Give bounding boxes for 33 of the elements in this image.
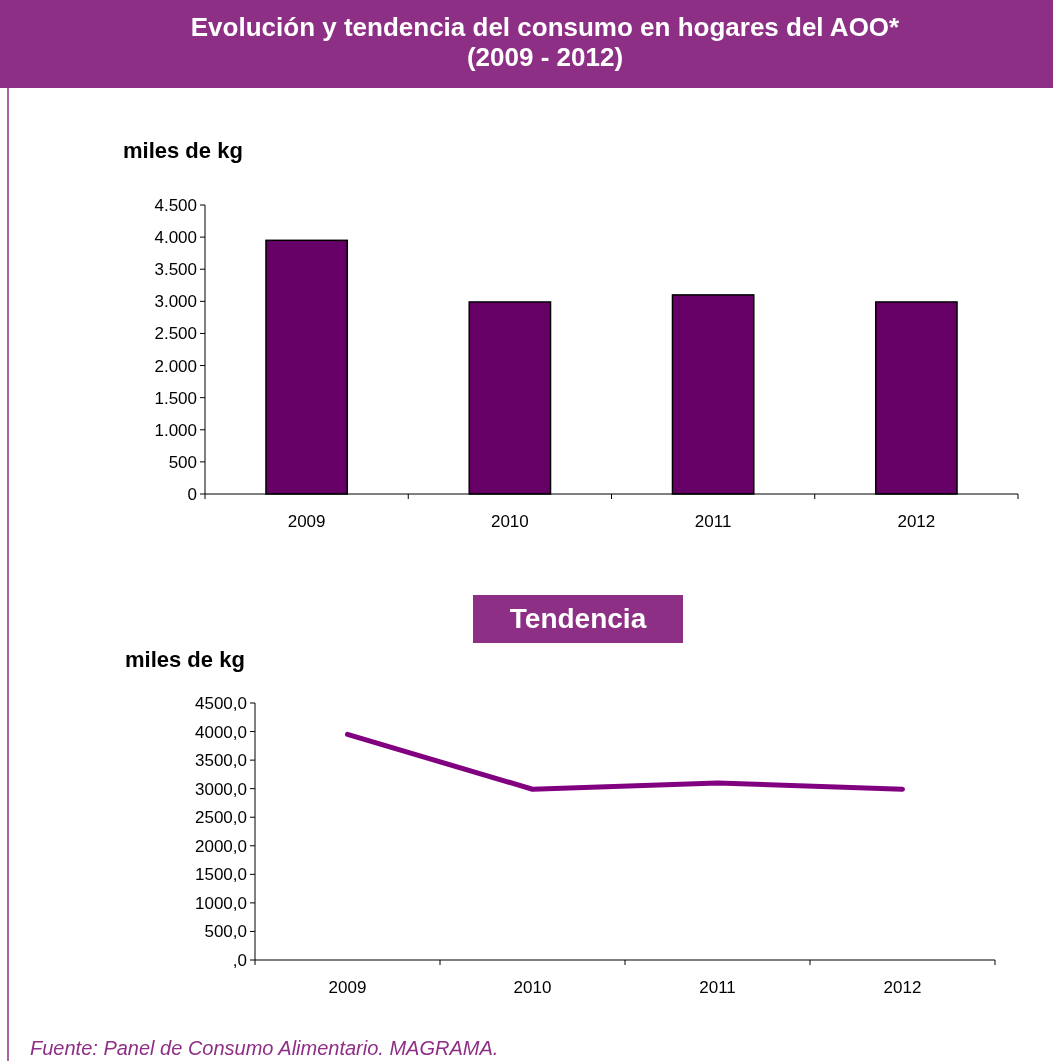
y-tick-label: 4500,0 bbox=[195, 693, 247, 713]
y-tick-label: 1.000 bbox=[154, 420, 197, 440]
y-tick-label: 2.000 bbox=[154, 356, 197, 376]
x-tick-label: 2011 bbox=[694, 512, 732, 531]
source-note: Fuente: Panel de Consumo Alimentario. MAGRAMA. bbox=[30, 1037, 499, 1059]
y-tick-label: 2000,0 bbox=[195, 836, 247, 856]
y-tick-label: 3.500 bbox=[154, 260, 197, 280]
y-tick-label: 4.500 bbox=[154, 195, 197, 215]
y-tick-label: 3.000 bbox=[154, 292, 197, 312]
y-tick-label: 0 bbox=[187, 484, 197, 504]
y-tick-label: 500,0 bbox=[204, 922, 247, 942]
y-tick-label: 1500,0 bbox=[195, 865, 247, 885]
y-tick-label: ,0 bbox=[232, 950, 247, 970]
y-tick-label: 3500,0 bbox=[195, 751, 247, 771]
y-tick-label: 500 bbox=[168, 452, 197, 472]
x-tick-label: 2011 bbox=[699, 978, 736, 997]
y-tick-label: 1.500 bbox=[154, 388, 197, 408]
y-axis-title: miles de kg bbox=[125, 647, 245, 672]
y-tick-label: 1000,0 bbox=[195, 893, 247, 913]
y-axis-title: miles de kg bbox=[123, 138, 243, 163]
x-tick-label: 2012 bbox=[897, 512, 936, 531]
y-tick-label: 3000,0 bbox=[195, 779, 247, 799]
x-tick-label: 2012 bbox=[883, 978, 922, 997]
chart-title: Tendencia bbox=[509, 603, 647, 634]
y-tick-label: 4000,0 bbox=[195, 722, 247, 742]
y-tick-label: 4.000 bbox=[154, 228, 197, 248]
x-tick-label: 2009 bbox=[287, 512, 326, 531]
y-tick-label: 2500,0 bbox=[195, 808, 247, 828]
x-tick-label: 2010 bbox=[513, 978, 552, 997]
x-tick-label: 2009 bbox=[328, 978, 367, 997]
chart-title: Evolución y tendencia del consumo en hogares del AOO* (2009 - 2012) bbox=[190, 12, 901, 72]
x-tick-label: 2010 bbox=[490, 512, 529, 531]
y-tick-label: 2.500 bbox=[154, 324, 197, 344]
